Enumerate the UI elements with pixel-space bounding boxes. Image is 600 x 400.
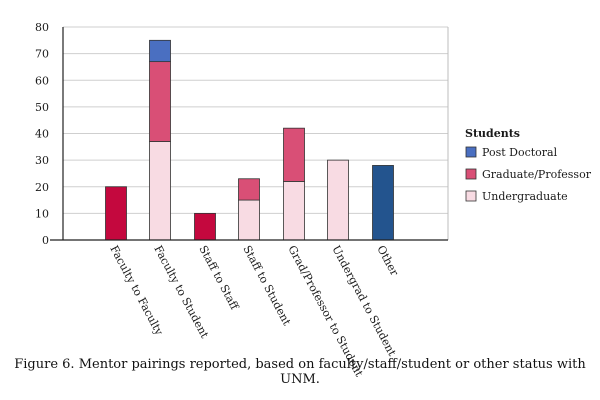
bar-segment xyxy=(327,159,349,241)
bar-segment xyxy=(283,127,305,182)
legend-label: Graduate/Professor xyxy=(482,168,592,181)
x-category-label: Other xyxy=(374,243,401,278)
bar-segment xyxy=(105,186,127,241)
legend-swatch xyxy=(465,168,477,180)
bar-segment xyxy=(149,141,171,241)
y-tick-label: 40 xyxy=(35,128,49,141)
bar-segment xyxy=(372,165,394,241)
bar-segment xyxy=(149,39,171,63)
figure-caption: Figure 6. Mentor pairings reported, base… xyxy=(14,357,586,387)
legend-swatch xyxy=(465,146,477,158)
legend-label: Post Doctoral xyxy=(482,146,558,159)
x-category-label: Staff to Student xyxy=(240,243,293,328)
y-tick-label: 10 xyxy=(35,207,49,220)
y-tick-label: 70 xyxy=(35,48,49,61)
y-tick-label: 30 xyxy=(35,154,49,167)
gridlines xyxy=(63,26,449,240)
bar-segment xyxy=(194,212,216,241)
legend: Students Post Doctoral Graduate/Professor U… xyxy=(465,127,592,203)
bars xyxy=(105,39,394,241)
bar-segment xyxy=(238,199,260,241)
legend-title: Students xyxy=(465,127,520,140)
y-tick-label: 50 xyxy=(35,101,49,114)
y-tick-label: 0 xyxy=(42,234,49,247)
bar-segment xyxy=(283,181,305,241)
legend-swatch xyxy=(465,190,477,202)
legend-label: Undergraduate xyxy=(482,190,568,203)
bar-segment xyxy=(238,178,260,201)
y-tick-label: 60 xyxy=(35,74,49,87)
x-category-label: Staff to Staff xyxy=(196,243,241,313)
y-tick-label: 80 xyxy=(35,21,49,34)
y-tick-label: 20 xyxy=(35,181,49,194)
bar-segment xyxy=(149,61,171,142)
